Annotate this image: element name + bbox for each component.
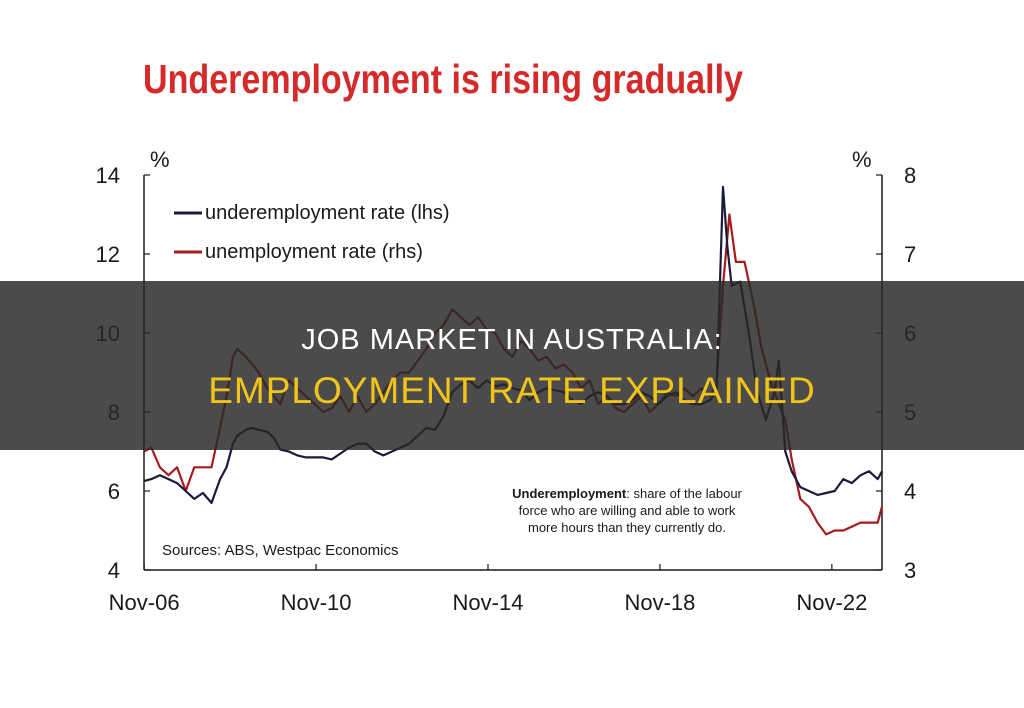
y-tick-label-right: 3 [904, 558, 916, 583]
y-tick-label-left: 6 [108, 479, 120, 504]
y-tick-label-right: 8 [904, 163, 916, 188]
overlay-band [0, 281, 1024, 450]
overlay-heading: JOB MARKET IN AUSTRALIA: [301, 324, 723, 356]
y-tick-label-right: 4 [904, 479, 916, 504]
legend: underemployment rate (lhs) unemployment … [174, 202, 450, 263]
x-tick-label: Nov-10 [281, 590, 352, 615]
annotation-line1: Underemployment: share of the labour [512, 486, 742, 501]
y-axis-right-label: % [852, 147, 872, 172]
y-tick-label-left: 12 [96, 242, 120, 267]
chart-title: Underemployment is rising gradually [143, 56, 743, 102]
y-tick-label-right: 7 [904, 242, 916, 267]
x-tick-label: Nov-18 [624, 590, 695, 615]
y-tick-label-left: 14 [96, 163, 120, 188]
y-axis-left-label: % [150, 147, 170, 172]
overlay-subheading: EMPLOYMENT RATE EXPLAINED [208, 370, 816, 411]
annotation: Underemployment: share of the labour for… [512, 486, 742, 535]
annotation-line3: more hours than they currently do. [528, 520, 726, 535]
legend-label-unemployment: unemployment rate (rhs) [205, 241, 423, 263]
x-tick-label: Nov-14 [453, 590, 524, 615]
annotation-rest: : share of the labour [626, 486, 742, 501]
annotation-bold: Underemployment [512, 486, 627, 501]
annotation-line2: force who are willing and able to work [519, 503, 736, 518]
legend-label-underemployment: underemployment rate (lhs) [205, 202, 450, 224]
y-tick-label-left: 4 [108, 558, 120, 583]
x-tick-label: Nov-22 [796, 590, 867, 615]
ticks: 141210864876543Nov-06Nov-10Nov-14Nov-18N… [96, 163, 917, 615]
source-note: Sources: ABS, Westpac Economics [162, 542, 399, 559]
x-tick-label: Nov-06 [109, 590, 180, 615]
